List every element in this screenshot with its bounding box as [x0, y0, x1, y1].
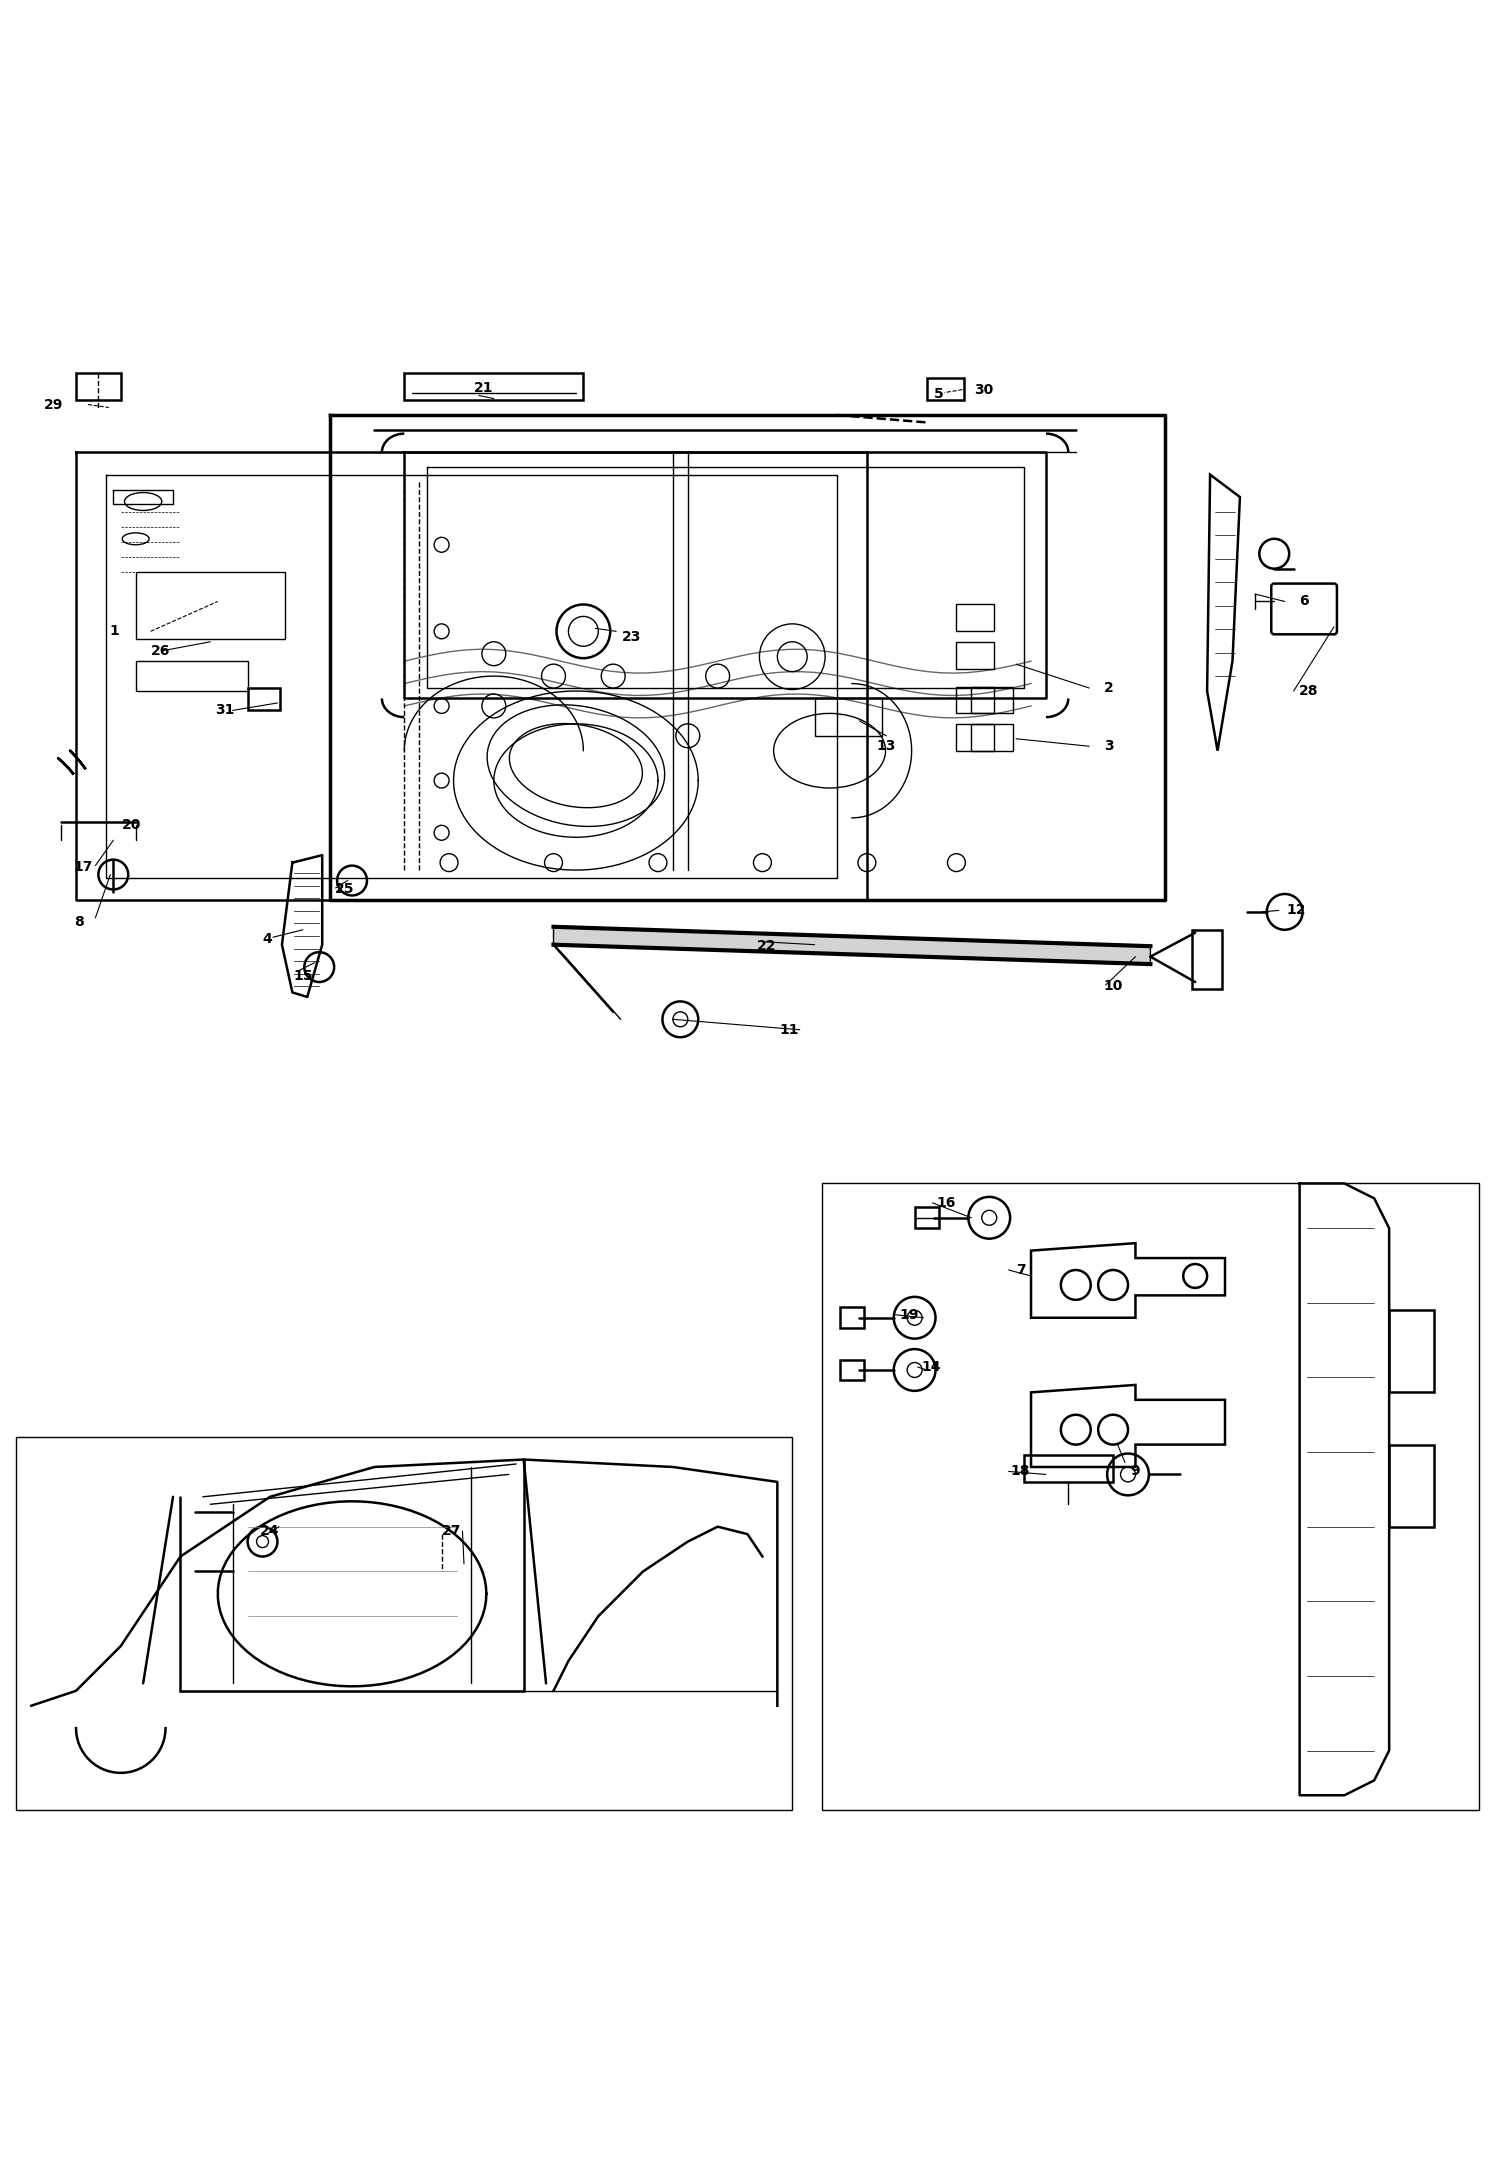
- Text: 23: 23: [622, 630, 641, 645]
- Text: 1: 1: [111, 624, 120, 639]
- Text: 8: 8: [75, 915, 84, 930]
- Text: 5: 5: [934, 386, 943, 401]
- Bar: [404, 373, 583, 399]
- Text: 26: 26: [151, 643, 170, 658]
- Text: 13: 13: [876, 740, 896, 753]
- Text: 6: 6: [1299, 593, 1310, 609]
- Text: 18: 18: [1011, 1465, 1030, 1478]
- Text: 15: 15: [293, 969, 312, 984]
- Bar: [957, 686, 994, 714]
- Text: 20: 20: [121, 818, 141, 833]
- Bar: [248, 688, 281, 710]
- Text: 24: 24: [260, 1524, 280, 1539]
- Text: 11: 11: [779, 1023, 798, 1036]
- Bar: [840, 1360, 864, 1381]
- Polygon shape: [1206, 475, 1239, 751]
- Bar: [972, 686, 1014, 714]
- Bar: [822, 1183, 1479, 1811]
- Text: 10: 10: [1103, 980, 1123, 993]
- Bar: [1389, 1310, 1434, 1392]
- Text: 7: 7: [1015, 1262, 1026, 1278]
- Bar: [840, 1308, 864, 1327]
- Text: 9: 9: [1130, 1465, 1141, 1478]
- Text: 27: 27: [443, 1524, 462, 1539]
- Bar: [815, 699, 882, 736]
- Text: 22: 22: [756, 939, 776, 954]
- Bar: [136, 660, 248, 691]
- Text: 31: 31: [215, 704, 235, 716]
- Bar: [76, 373, 121, 399]
- Bar: [957, 604, 994, 632]
- Text: 3: 3: [1103, 740, 1114, 753]
- Bar: [957, 641, 994, 669]
- Bar: [1024, 1454, 1114, 1483]
- Text: 12: 12: [1287, 904, 1307, 917]
- Text: 17: 17: [73, 861, 93, 874]
- Bar: [972, 723, 1014, 751]
- Bar: [915, 1206, 939, 1228]
- Bar: [957, 723, 994, 751]
- Polygon shape: [1032, 1385, 1224, 1467]
- Bar: [136, 572, 286, 639]
- Text: 19: 19: [898, 1308, 918, 1321]
- Text: 25: 25: [335, 883, 354, 896]
- Text: 14: 14: [921, 1360, 940, 1375]
- Polygon shape: [553, 926, 1150, 965]
- Text: 28: 28: [1299, 684, 1319, 697]
- Polygon shape: [1032, 1243, 1224, 1319]
- Bar: [1389, 1444, 1434, 1526]
- Text: 4: 4: [262, 932, 272, 945]
- Text: 2: 2: [1103, 682, 1114, 695]
- Text: 30: 30: [973, 382, 993, 397]
- Bar: [1192, 930, 1221, 991]
- Text: 16: 16: [936, 1196, 955, 1211]
- Bar: [16, 1437, 792, 1811]
- Text: 21: 21: [474, 382, 493, 395]
- Text: 29: 29: [43, 397, 63, 412]
- Bar: [927, 378, 964, 399]
